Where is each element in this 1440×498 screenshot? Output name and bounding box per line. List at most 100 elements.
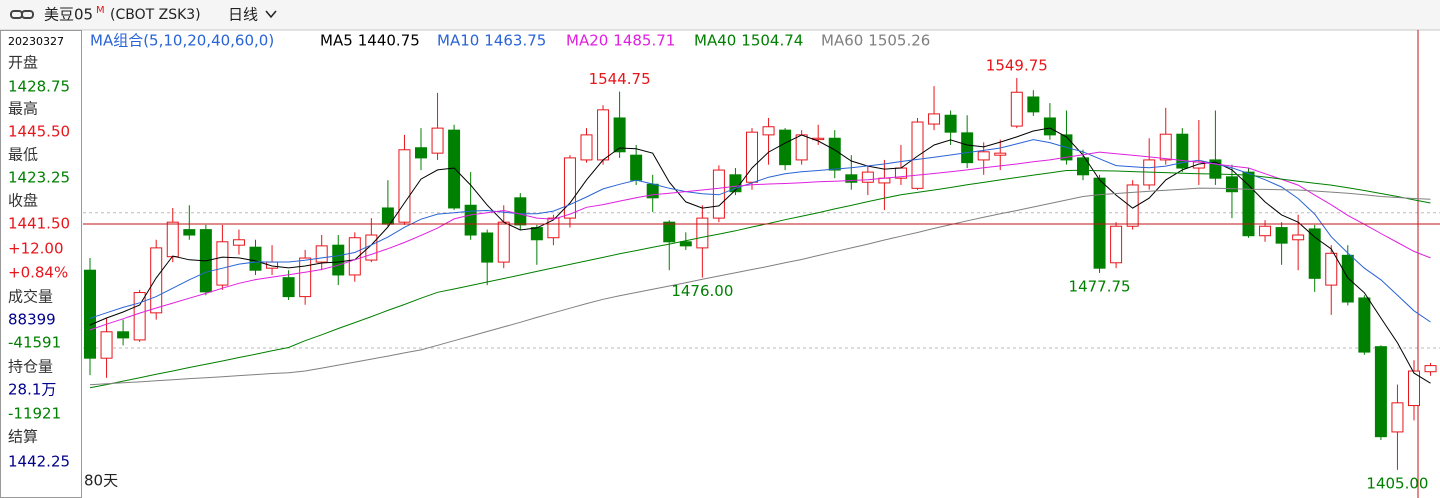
info-item: 最低 <box>8 146 38 164</box>
info-panel <box>0 30 82 498</box>
candle-body <box>100 331 113 359</box>
candle-body <box>431 127 444 154</box>
legend-value: 1463.75 <box>484 32 546 50</box>
symbol-badge: M <box>96 5 105 16</box>
symbol-code: (CBOT ZSK3) <box>110 7 201 23</box>
extreme-label: 1544.75 <box>589 70 651 88</box>
candle-body <box>1027 96 1040 113</box>
candle-body <box>1374 346 1387 438</box>
candle-body <box>497 221 510 263</box>
info-item: 结算 <box>8 428 38 446</box>
candle-body <box>1209 159 1222 179</box>
info-item: 收盘 <box>8 192 38 210</box>
legend-name: MA60 <box>821 32 863 50</box>
candle-body <box>1308 228 1321 279</box>
ma-line <box>89 139 1431 323</box>
link-icon[interactable] <box>10 10 34 19</box>
candle-body <box>613 117 626 153</box>
candle-body <box>150 247 163 314</box>
period-chevron[interactable] <box>265 10 277 19</box>
candle-body <box>249 246 262 271</box>
info-item: 20230327 <box>8 35 64 48</box>
candle-body <box>944 114 957 133</box>
info-item: 1441.50 <box>8 215 70 233</box>
candle-body <box>166 221 179 258</box>
candle-body <box>845 174 858 183</box>
period-selector[interactable]: 日线 <box>228 6 258 24</box>
candle-body <box>1077 157 1089 176</box>
candle-body <box>961 132 974 164</box>
info-item: -41591 <box>8 334 61 352</box>
legend-name: MA10 <box>437 32 479 50</box>
footer-label: 80天 <box>84 472 118 490</box>
chart: MA组合(5,10,20,40,60,0) MA5 1440.75 MA10 1463.… <box>83 30 1440 498</box>
info-item: +0.84% <box>8 264 68 282</box>
candle-body <box>1391 402 1404 433</box>
legend-name: MA40 <box>694 32 736 50</box>
info-panel-texts: 20230327 开盘 1428.75 最高 1445.50 最低 1423.25 收盘 144… <box>8 35 70 471</box>
candle-body <box>117 331 130 339</box>
candle-body <box>464 204 477 236</box>
candle-body <box>563 157 576 219</box>
candle-body <box>696 217 709 249</box>
legend-name: MA20 <box>566 32 608 50</box>
candle-body <box>762 126 775 136</box>
candle-body <box>183 229 196 236</box>
candle-body <box>779 129 792 166</box>
legend-value: 1505.26 <box>868 32 930 50</box>
candle-body <box>415 147 427 159</box>
info-item: 28.1万 <box>8 381 56 399</box>
candle-body <box>1275 227 1288 244</box>
info-item: +12.00 <box>8 240 64 258</box>
extreme-label: 1405.00 <box>1366 474 1428 492</box>
candle-body <box>977 151 990 161</box>
info-item: 成交量 <box>8 288 53 306</box>
candle-body <box>365 234 378 261</box>
info-item: 1442.25 <box>8 453 70 471</box>
candle-body <box>84 269 96 359</box>
candle-body <box>1424 365 1437 373</box>
info-item: 1428.75 <box>8 78 70 96</box>
candle-body <box>679 241 692 247</box>
indicator-label: MA组合(5,10,20,40,60,0) <box>90 32 274 50</box>
candle-body <box>332 244 345 276</box>
link-icon-right <box>21 10 34 19</box>
candle-body <box>299 257 312 298</box>
candle-body <box>580 134 593 161</box>
extreme-label: 1549.75 <box>986 57 1048 75</box>
candle-body <box>216 241 229 286</box>
symbol-name[interactable]: 美豆05 <box>44 6 93 24</box>
candle-body <box>1341 254 1354 303</box>
legend-name: MA5 <box>320 32 353 50</box>
candle-body <box>911 121 924 189</box>
info-item: 开盘 <box>8 54 38 72</box>
extreme-label: 1476.00 <box>671 282 733 300</box>
candle-body <box>282 277 295 298</box>
candle-body <box>795 134 808 161</box>
candle-body <box>1043 117 1056 136</box>
ma-line <box>89 151 1431 331</box>
info-item: 1445.50 <box>8 123 70 141</box>
candle-body <box>1242 171 1255 237</box>
candle-body <box>597 109 610 161</box>
candle-body <box>315 245 328 263</box>
candle-body <box>928 113 941 125</box>
candle-body <box>1325 252 1338 286</box>
candle-body <box>1126 184 1139 227</box>
legend-value: 1504.74 <box>741 32 803 50</box>
candle-body <box>729 174 742 193</box>
candle-body <box>1176 133 1189 169</box>
candle-body <box>448 129 461 209</box>
candle-body <box>828 137 841 171</box>
candle-body <box>746 131 758 183</box>
legend-value: 1485.71 <box>613 32 675 50</box>
extreme-label: 1477.75 <box>1069 277 1131 295</box>
candle-body <box>232 239 245 246</box>
info-item: -11921 <box>8 405 61 423</box>
candle-body <box>1225 176 1238 193</box>
candle-body <box>348 237 361 276</box>
candle-body <box>861 171 874 183</box>
candle-body <box>481 232 494 263</box>
